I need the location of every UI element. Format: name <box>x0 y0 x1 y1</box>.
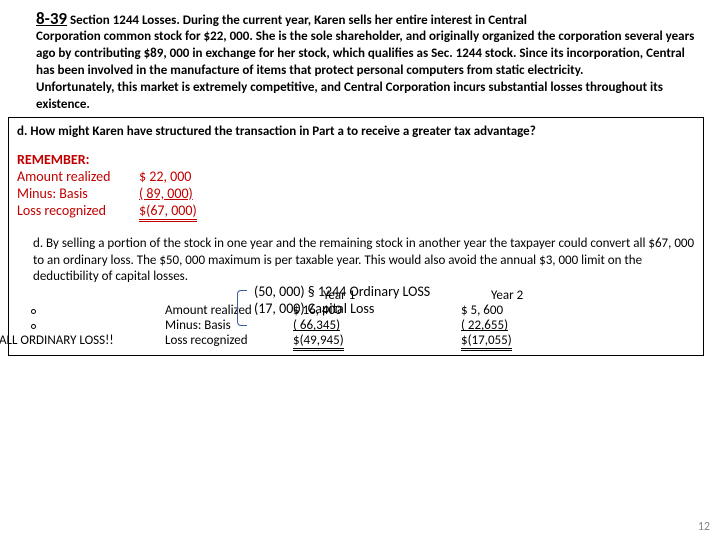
yt-r2c3: $(17,055) <box>461 333 611 351</box>
calc-lbl-1: Minus: Basis <box>17 185 139 202</box>
header-first-line: Section 1244 Losses. During the current … <box>70 13 527 28</box>
bullet-icon <box>31 324 36 329</box>
yt-r1: Minus: Basis ( 66,345) ( 22,655) <box>29 318 695 333</box>
yt-r0c0 <box>29 303 165 318</box>
answer-d: d. By selling a portion of the stock in … <box>33 236 695 287</box>
intro-text: Corporation common stock for $22, 000. S… <box>36 29 700 113</box>
yt-r2: ALL ORDINARY LOSS!! Loss recognized $(49… <box>29 333 695 351</box>
bullet-icon <box>31 309 36 314</box>
yt-r0c3: $ 5, 600 <box>461 303 611 318</box>
calc-row-2: Loss recognized $(67, 000) <box>17 202 695 222</box>
yt-h3: Year 2 <box>461 288 611 303</box>
content-box: d. How might Karen have structured the t… <box>8 117 704 356</box>
side-results: (50, 000) § 1244 Ordinary LOSS (17, 000)… <box>238 283 430 317</box>
page-number: 12 <box>698 520 710 534</box>
calc-lbl-2: Loss recognized <box>17 202 139 222</box>
side-line-1: (17, 000) Capital Loss <box>238 300 430 317</box>
yt-r2c1: Loss recognized <box>165 333 293 351</box>
yt-r2c2: $(49,945) <box>293 333 461 351</box>
calc-val-0: $ 22, 000 <box>139 168 219 185</box>
yt-r1c2: ( 66,345) <box>293 318 461 333</box>
calc-row-1: Minus: Basis ( 89, 000) <box>17 185 695 202</box>
remember-title: REMEMBER: <box>17 151 695 168</box>
remember-block: REMEMBER: Amount realized $ 22, 000 Minu… <box>17 151 695 222</box>
yt-r1c0 <box>29 318 165 333</box>
yt-r2c0: ALL ORDINARY LOSS!! <box>0 333 165 351</box>
yt-r1c3: ( 22,655) <box>461 318 611 333</box>
header-block: 8-39 Section 1244 Losses. During the cur… <box>36 8 700 29</box>
problem-number: 8-39 <box>36 8 67 29</box>
yt-h0 <box>29 288 165 303</box>
yt-r1c1: Minus: Basis <box>165 318 293 333</box>
calc-val-2: $(67, 000) <box>139 202 219 222</box>
side-line-0: (50, 000) § 1244 Ordinary LOSS <box>238 283 430 300</box>
calc-lbl-0: Amount realized <box>17 168 139 185</box>
question-d: d. How might Karen have structured the t… <box>17 124 695 140</box>
calc-val-1: ( 89, 000) <box>139 185 219 202</box>
calc-row-0: Amount realized $ 22, 000 <box>17 168 695 185</box>
